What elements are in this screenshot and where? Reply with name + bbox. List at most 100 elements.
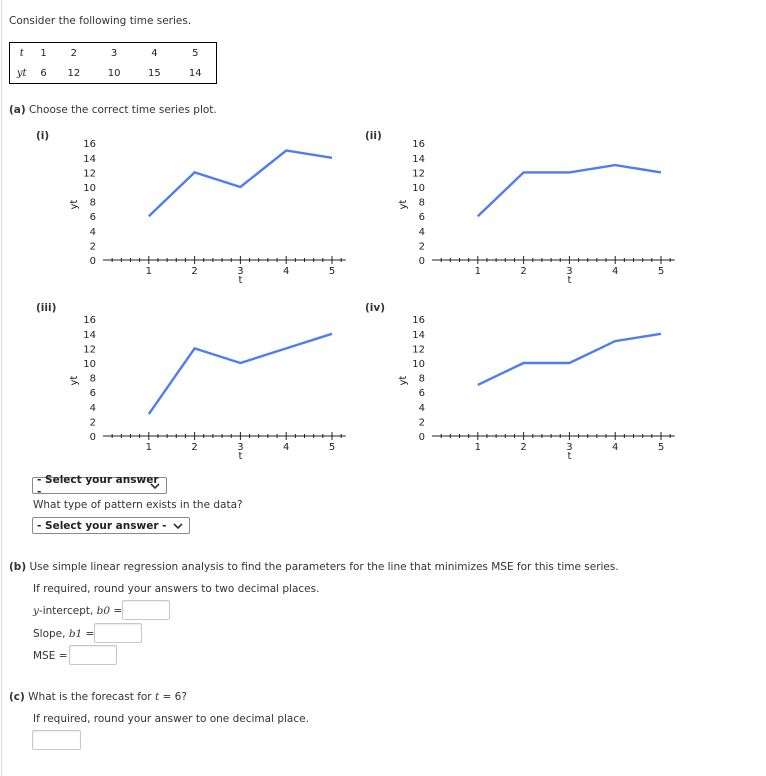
- slope-input[interactable]: [95, 624, 141, 642]
- x-axis-label: t: [238, 275, 242, 286]
- y-tick-label: 0: [90, 432, 96, 443]
- part-a-text: Choose the correct time series plot.: [29, 104, 217, 116]
- y-tick-label: 4: [419, 403, 425, 414]
- table-cell: 10: [107, 67, 121, 79]
- x-tick-label: 5: [658, 266, 664, 277]
- x-tick-label: 2: [191, 266, 197, 277]
- y-tick-label: 6: [90, 212, 96, 223]
- y-tick-label: 2: [419, 241, 425, 252]
- x-axis-label: t: [567, 451, 571, 462]
- y-tick-label: 14: [83, 330, 96, 341]
- forecast-field[interactable]: [32, 730, 81, 750]
- x-tick-label: 3: [566, 442, 572, 453]
- table-cell: 12: [67, 67, 81, 79]
- intercept-input[interactable]: [123, 601, 169, 619]
- x-tick-label: 4: [283, 266, 289, 277]
- mse-input[interactable]: [70, 646, 116, 664]
- part-b-heading: (b) Use simple linear regression analysi…: [9, 561, 619, 573]
- y-tick-label: 0: [419, 256, 425, 267]
- y-tick-label: 4: [90, 403, 96, 414]
- series-line: [147, 332, 333, 415]
- table-header-t: t: [19, 47, 24, 59]
- x-tick-label: 3: [566, 266, 572, 277]
- x-tick-label: 4: [283, 442, 289, 453]
- table-cell: 1: [40, 47, 47, 59]
- forecast-input[interactable]: [33, 731, 80, 749]
- table-cell: 4: [151, 47, 158, 59]
- x-tick-label: 1: [146, 442, 152, 453]
- table-cell: 14: [188, 67, 202, 79]
- x-tick-label: 1: [475, 266, 481, 277]
- part-c-text-var: t: [154, 691, 160, 703]
- table-row-y: yt 6 12 10 15 14: [10, 63, 217, 84]
- x-axis-label: t: [567, 275, 571, 286]
- part-c-text-pre: What is the forecast for: [28, 691, 155, 703]
- y-tick-label: 8: [90, 198, 96, 209]
- y-tick-label: 10: [412, 359, 425, 370]
- table-cell: 2: [70, 47, 77, 59]
- intercept-label-text: -intercept,: [38, 605, 97, 617]
- y-tick-label: 10: [412, 183, 425, 194]
- y-tick-label: 4: [90, 227, 96, 238]
- y-tick-label: 0: [90, 256, 96, 267]
- table-cell: 5: [192, 47, 199, 59]
- slope-label-text: Slope,: [33, 628, 69, 640]
- y-tick-label: 4: [419, 227, 425, 238]
- series-line: [477, 332, 662, 386]
- part-c-heading: (c) What is the forecast for t = 6?: [9, 691, 187, 703]
- time-series-table: t 1 2 3 4 5 yt 6 12 10 15 14: [9, 42, 217, 84]
- slope-field[interactable]: [94, 623, 142, 643]
- y-tick-label: 2: [419, 417, 425, 428]
- intercept-field[interactable]: [122, 600, 170, 620]
- mse-field[interactable]: [69, 645, 117, 665]
- x-tick-label: 1: [475, 442, 481, 453]
- table-header-y: yt: [16, 67, 27, 79]
- part-c-label: (c): [9, 691, 25, 703]
- y-tick-label: 16: [412, 139, 425, 150]
- x-tick-label: 5: [329, 442, 335, 453]
- y-tick-label: 12: [412, 344, 425, 355]
- y-tick-label: 6: [419, 212, 425, 223]
- y-tick-label: 12: [83, 168, 96, 179]
- y-tick-label: 14: [412, 330, 425, 341]
- series-line: [147, 149, 333, 218]
- y-tick-label: 8: [419, 198, 425, 209]
- x-tick-label: 5: [658, 442, 664, 453]
- part-b-round-note: If required, round your answers to two d…: [33, 583, 320, 595]
- pattern-type-select-value: - Select your answer -: [37, 519, 167, 532]
- part-c-text-post: = 6?: [159, 691, 187, 703]
- table-cell: 15: [148, 67, 161, 79]
- pattern-question: What type of pattern exists in the data?: [33, 499, 243, 511]
- plot-choice-select[interactable]: - Select your answer -: [32, 474, 167, 498]
- intercept-label: y-intercept, b0 =: [33, 605, 122, 617]
- table-cell: 6: [40, 67, 47, 79]
- plot-option-i-label: (i): [36, 130, 50, 142]
- y-tick-label: 8: [90, 374, 96, 385]
- part-a-label: (a): [9, 104, 26, 116]
- part-a-heading: (a) Choose the correct time series plot.: [9, 104, 217, 116]
- y-tick-label: 0: [419, 432, 425, 443]
- x-tick-label: 3: [237, 442, 243, 453]
- intro-text: Consider the following time series.: [9, 15, 192, 27]
- x-tick-label: 3: [237, 266, 243, 277]
- plot-option-ii-label: (ii): [365, 130, 382, 142]
- plot-option-iv-label: (iv): [365, 302, 386, 314]
- y-tick-label: 10: [83, 183, 96, 194]
- table-row-t: t 1 2 3 4 5: [10, 43, 217, 64]
- series-line: [476, 163, 662, 218]
- y-tick-label: 2: [90, 241, 96, 252]
- y-tick-label: 16: [83, 139, 96, 150]
- intercept-label-y: y: [33, 605, 39, 617]
- y-tick-label: 12: [412, 168, 425, 179]
- x-axis-label: t: [238, 451, 242, 462]
- pattern-type-select[interactable]: - Select your answer -: [32, 517, 190, 534]
- x-tick-label: 2: [191, 442, 197, 453]
- y-tick-label: 10: [83, 359, 96, 370]
- slope-label-var: b1: [68, 628, 83, 640]
- part-b-text: Use simple linear regression analysis to…: [29, 561, 619, 573]
- slope-label-eq: =: [82, 628, 95, 640]
